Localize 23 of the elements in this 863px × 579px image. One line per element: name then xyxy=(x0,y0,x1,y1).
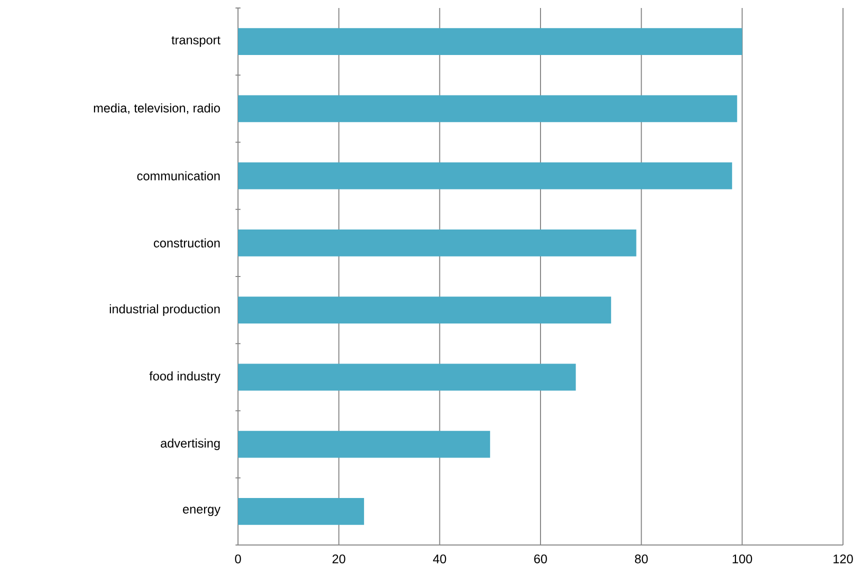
bar xyxy=(238,28,742,55)
x-tick-label: 0 xyxy=(235,554,241,564)
bar xyxy=(238,230,636,256)
y-tick-label: transport xyxy=(172,36,220,47)
y-tick-label: food industry xyxy=(149,371,220,383)
x-tick-label: 60 xyxy=(534,554,547,564)
x-tick-label: 20 xyxy=(332,554,346,564)
bar xyxy=(238,95,738,122)
bar xyxy=(238,498,364,525)
y-tick-label: industrial production xyxy=(110,304,220,316)
y-tick-label: media, television, radio xyxy=(94,103,220,114)
bar xyxy=(238,430,490,458)
bar xyxy=(238,364,576,391)
bar xyxy=(238,162,732,190)
y-tick-label: communication xyxy=(137,171,220,180)
x-tick-label: 120 xyxy=(834,554,853,564)
x-tick-label: 40 xyxy=(433,554,446,564)
bar xyxy=(238,296,612,324)
x-tick-label: 80 xyxy=(634,554,648,564)
y-tick-label: construction xyxy=(154,238,220,248)
x-tick-label: 100 xyxy=(732,554,752,564)
y-tick-label: energy xyxy=(182,506,220,516)
y-tick-label: advertising xyxy=(160,438,220,450)
